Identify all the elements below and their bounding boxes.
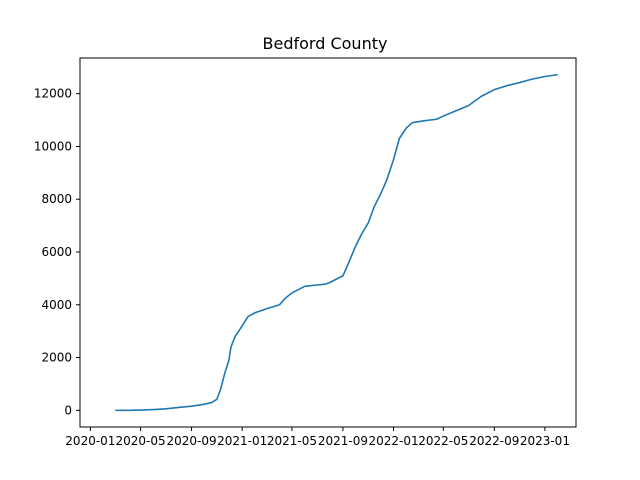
- y-tick-label: 0: [64, 403, 72, 417]
- y-tick-label: 4000: [41, 298, 72, 312]
- x-tick-label: 2020-01: [65, 434, 115, 448]
- chart-title: Bedford County: [263, 34, 388, 53]
- x-axis: 2020-01 2020-05 2020-09 2021-01 2021-05 2021-…: [65, 427, 570, 448]
- x-tick-label: 2021-09: [318, 434, 368, 448]
- y-tick-label: 10000: [34, 139, 72, 153]
- y-tick-label: 12000: [34, 87, 72, 101]
- y-tick-label: 6000: [41, 245, 72, 259]
- plot-layer: [115, 73, 558, 412]
- x-tick-label: 2022-09: [469, 434, 519, 448]
- x-tick-label: 2020-09: [166, 434, 216, 448]
- y-tick-label: 8000: [41, 192, 72, 206]
- plot-frame: [79, 57, 577, 428]
- y-axis: 0 2000 4000 6000 8000 10000 12000: [34, 87, 80, 417]
- x-tick-label: 2021-05: [267, 434, 317, 448]
- x-tick-label: 2022-01: [368, 434, 418, 448]
- x-tick-label: 2021-01: [217, 434, 267, 448]
- x-tick-label: 2023-01: [520, 434, 570, 448]
- x-tick-label: 2020-05: [115, 434, 165, 448]
- series-line-0: [115, 73, 558, 412]
- x-tick-label: 2022-05: [418, 434, 468, 448]
- y-tick-label: 2000: [41, 351, 72, 365]
